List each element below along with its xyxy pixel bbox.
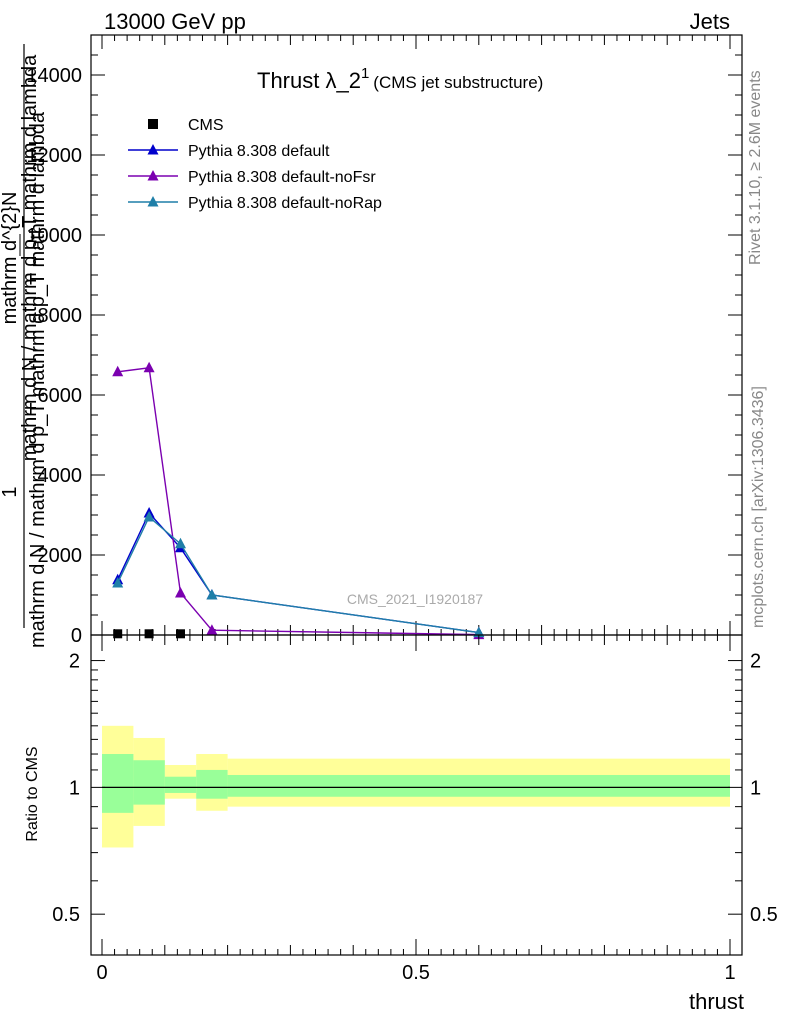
legend-marker-triangle: [147, 170, 159, 181]
data-point-triangle: [175, 537, 186, 549]
ratio-y-tick-label-left: 0.5: [52, 904, 80, 926]
data-point-square: [113, 629, 123, 639]
ratio-y-tick-label-right: 2: [750, 651, 761, 673]
rivet-version-label: Rivet 3.1.10, ≥ 2.6M events: [747, 70, 764, 265]
x-tick-label: 0: [96, 962, 107, 984]
data-point-triangle: [206, 589, 218, 600]
header-process: 13000 GeV pp: [104, 9, 246, 34]
main-y-tick-label: 8000: [38, 305, 83, 327]
main-y-tick-label: 2000: [38, 545, 83, 567]
y-label-numerator-top: mathrm d^{2}N: [0, 192, 21, 325]
data-point-triangle: [206, 624, 218, 635]
data-point-triangle: [112, 365, 124, 377]
x-tick-label: 0.5: [402, 962, 430, 984]
ratio-plot: 0.5 0.51 12 2 0 0.5 1: [52, 634, 778, 984]
legend-label: Pythia 8.308 default: [188, 143, 330, 160]
legend-item: Pythia 8.308 default-noFsr: [128, 169, 376, 186]
series-cms: [113, 629, 185, 639]
main-y-tick-labels: 0 2000 4000 6000 8000 10000 12000 14000: [26, 65, 82, 647]
main-y-tick-label: 0: [71, 625, 82, 647]
uncertainty-band-inner: [102, 754, 134, 813]
ratio-axis-ticks: [91, 635, 742, 955]
data-point-triangle: [175, 587, 186, 598]
main-y-tick-label: 4000: [38, 465, 83, 487]
uncertainty-band-inner: [133, 760, 165, 805]
ratio-y-tick-label-right: 0.5: [750, 904, 778, 926]
uncertainty-band-inner: [227, 774, 730, 797]
legend-item: CMS: [148, 117, 224, 134]
legend-marker-triangle: [147, 144, 159, 155]
data-point-triangle: [143, 511, 155, 522]
main-y-tick-label: 10000: [26, 225, 82, 247]
series-pythia-8-308-default-norap: [112, 511, 485, 638]
series-pythia-8-308-default: [112, 507, 485, 638]
main-y-tick-label: 14000: [26, 65, 82, 87]
analysis-watermark: CMS_2021_I1920187: [347, 591, 483, 607]
ratio-bands: [102, 725, 730, 848]
chart-title-superscript: 1: [361, 65, 369, 82]
ratio-y-tick-label-left: 2: [69, 651, 80, 673]
ratio-x-tick-labels: 0 0.5 1: [96, 962, 735, 984]
header-group: Jets: [690, 9, 730, 34]
data-point-triangle: [143, 361, 155, 373]
main-y-axis-label: mathrm d^{2}N mathrm d N / mathrm d p_T …: [0, 44, 49, 648]
y-label-fraction-denominator: mathrm d N / mathrm d p_T mathrm d p_T m…: [27, 111, 49, 648]
chart-title-main: Thrust λ_2: [257, 68, 361, 93]
legend: CMS Pythia 8.308 default Pythia 8.308 defa…: [128, 117, 382, 212]
data-point-square: [176, 629, 185, 639]
legend-label: Pythia 8.308 default-noRap: [188, 195, 382, 212]
ratio-y-tick-label-right: 1: [750, 777, 761, 799]
main-plot: 0 2000 4000 6000 8000 10000 12000 14000 Thrust …: [26, 34, 743, 647]
data-point-square: [144, 629, 154, 639]
legend-item: Pythia 8.308 default-noRap: [128, 195, 382, 212]
ratio-y-tick-label-left: 1: [69, 777, 80, 799]
ratio-y-tick-labels: 0.5 0.5 1 1 2 2: [52, 651, 778, 927]
legend-label: Pythia 8.308 default-noFsr: [188, 169, 376, 186]
chart-title-subtitle: (CMS jet substructure): [373, 73, 543, 92]
legend-marker-triangle: [147, 196, 159, 207]
uncertainty-band-inner: [196, 769, 228, 799]
ratio-y-axis-label: Ratio to CMS: [24, 746, 41, 841]
chart-title: Thrust λ_21 (CMS jet substructure): [257, 65, 543, 93]
mcplots-label: mcplots.cern.ch [arXiv:1306.3436]: [750, 386, 767, 628]
main-y-tick-label: 12000: [26, 145, 82, 167]
uncertainty-band-inner: [164, 776, 197, 793]
series-layer: [112, 361, 485, 640]
x-axis-label: thrust: [689, 989, 744, 1014]
y-label-fraction-numerator: 1: [0, 486, 21, 497]
legend-label: CMS: [188, 117, 224, 134]
main-y-tick-label: 6000: [38, 385, 83, 407]
legend-item: Pythia 8.308 default: [128, 143, 330, 160]
legend-marker-square: [148, 119, 158, 129]
data-point-triangle: [112, 577, 124, 588]
x-tick-label: 1: [724, 962, 735, 984]
